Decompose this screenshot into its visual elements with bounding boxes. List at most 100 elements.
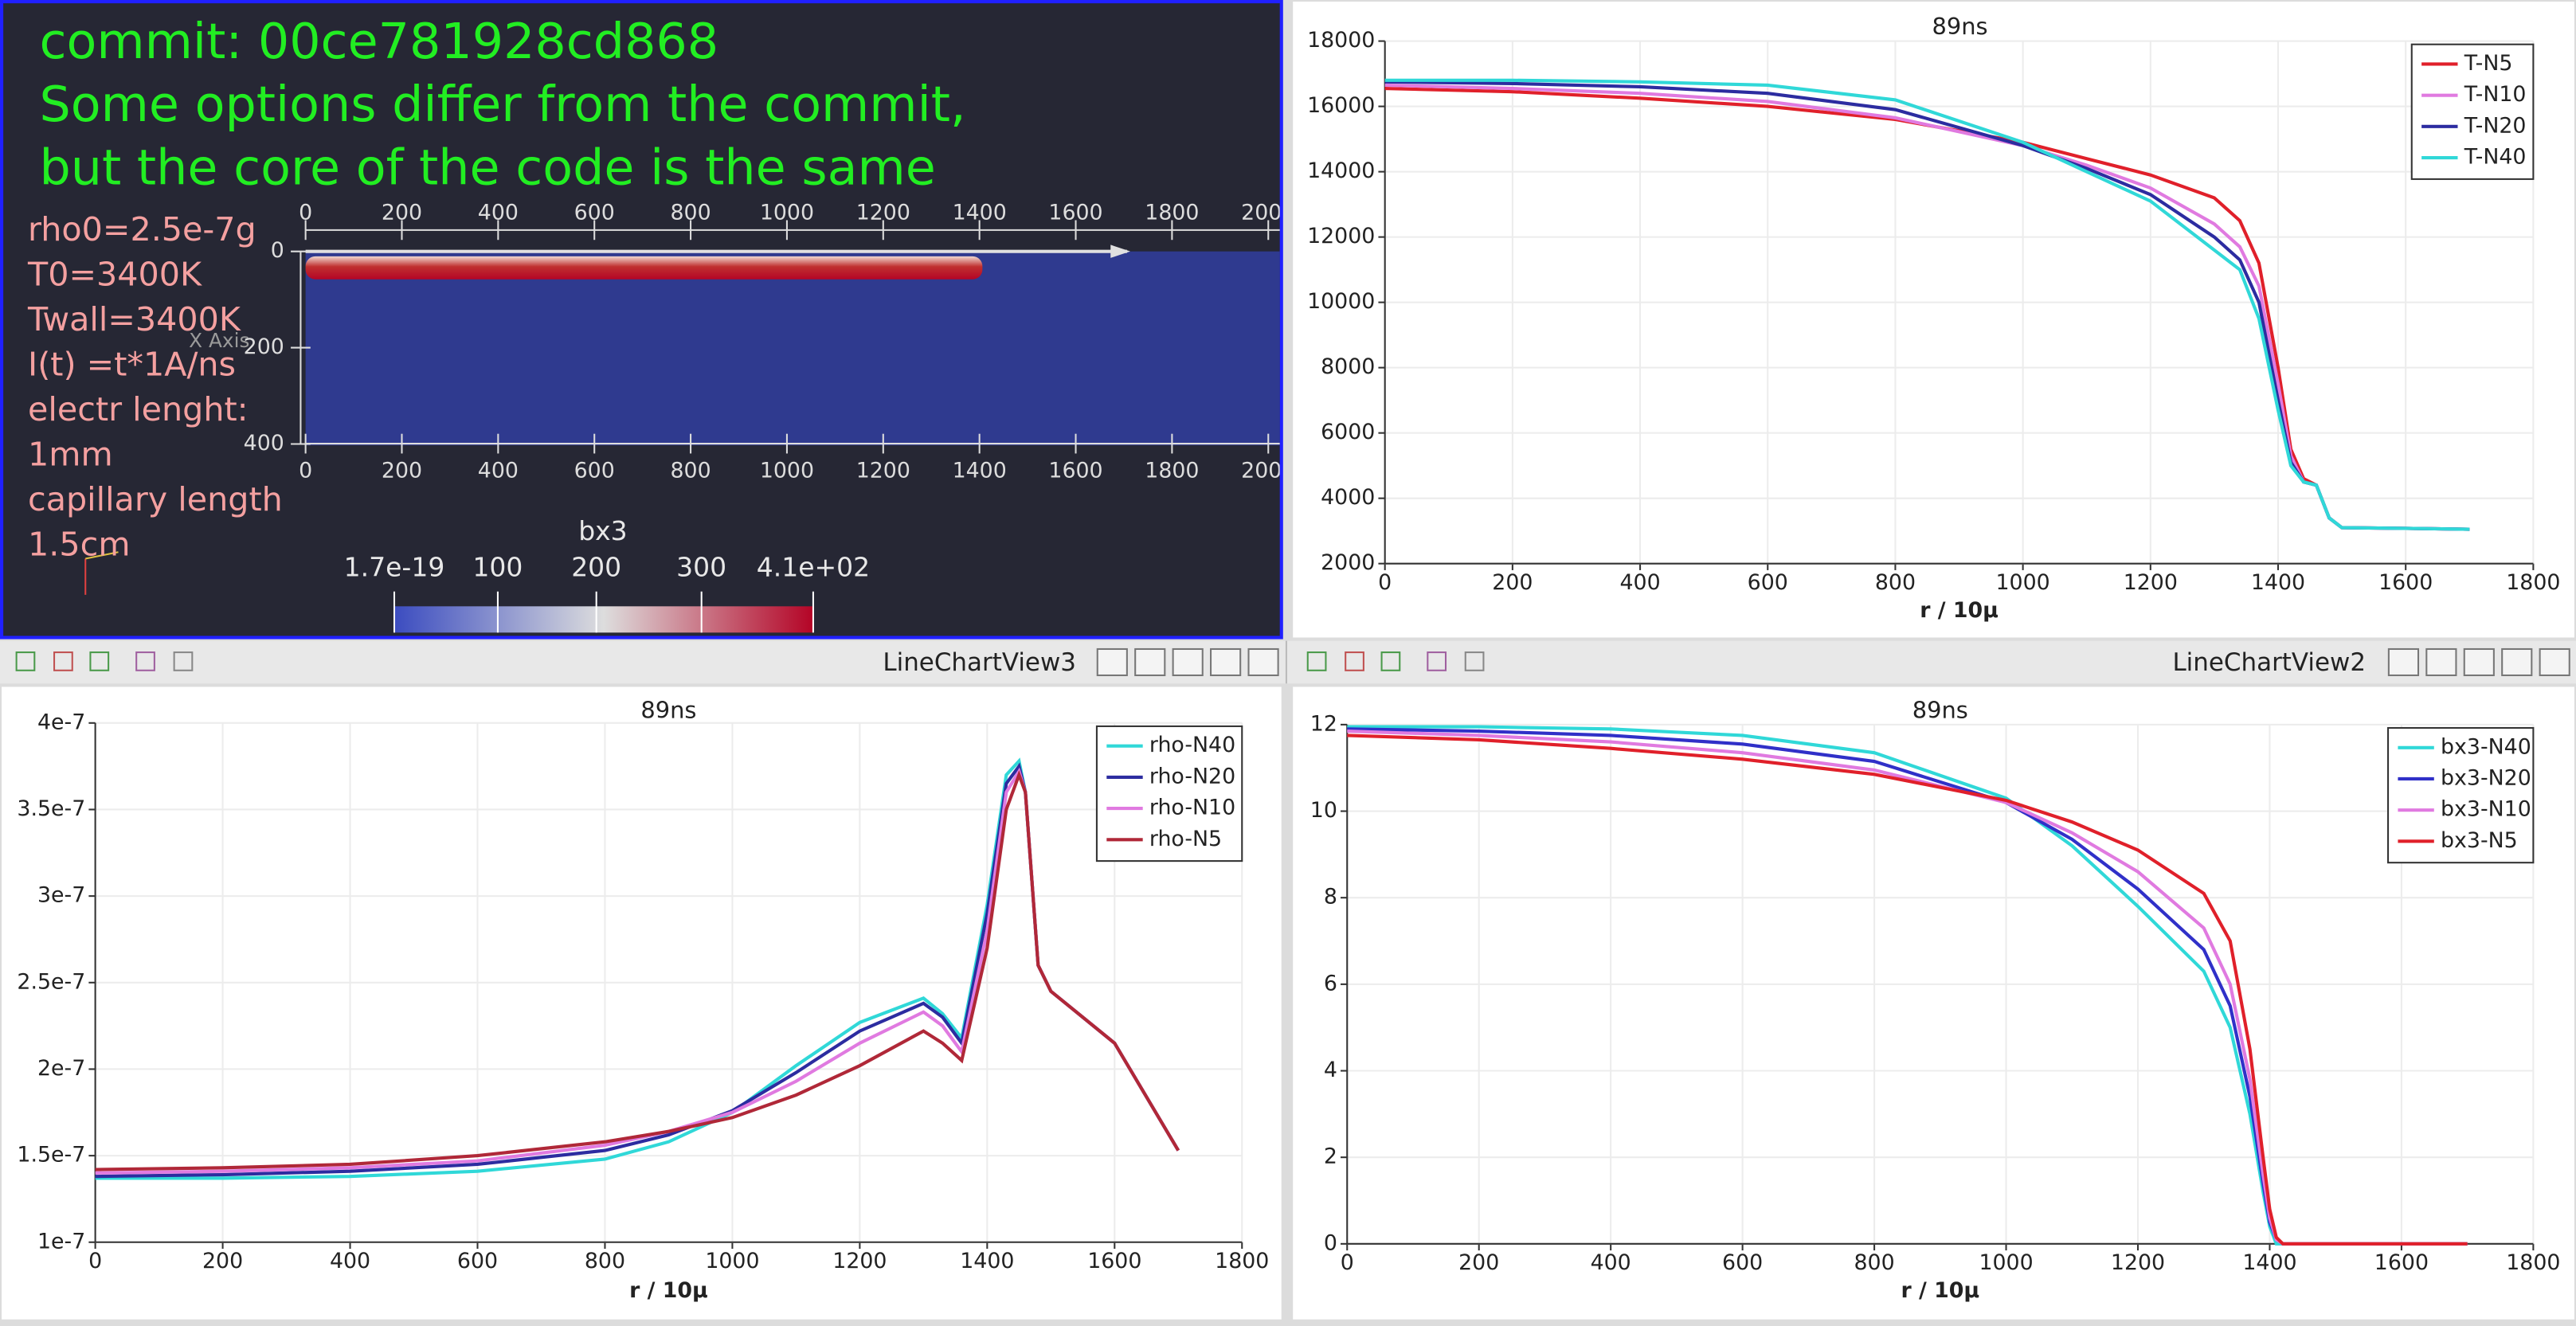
icon-button[interactable]	[1306, 651, 1327, 671]
x-tick-label: 1800	[2506, 1250, 2560, 1275]
x-tick-label: 800	[1875, 570, 1916, 595]
x-tick-label: 1800	[1145, 201, 1199, 225]
x-tick-label: 1000	[760, 459, 814, 483]
x-tick-label: 400	[1591, 1250, 1631, 1275]
y-tick-label: 200	[244, 334, 284, 359]
close[interactable]	[2539, 647, 2570, 677]
x-tick-label: 1600	[1048, 459, 1102, 483]
x-tick-label: 0	[1378, 570, 1392, 595]
legend-label: bx3-N10	[2441, 797, 2531, 822]
parameter-text: T0=3400K	[27, 255, 202, 293]
legend-label: bx3-N5	[2441, 828, 2518, 853]
y-tick-label: 12000	[1307, 224, 1375, 248]
icon-button[interactable]	[1345, 651, 1364, 671]
x-tick-label: 1200	[2111, 1250, 2165, 1275]
chart-panel	[1293, 686, 2574, 1320]
colorbar-label: 200	[571, 551, 621, 582]
x-tick-label: 1000	[1996, 570, 2050, 595]
y-tick-label: 16000	[1307, 93, 1375, 118]
legend-label: bx3-N40	[2441, 734, 2531, 759]
x-tick-label: 800	[1854, 1250, 1895, 1275]
x-tick-label: 400	[1619, 570, 1660, 595]
x-axis-label: r / 10µ	[1920, 598, 1999, 623]
x-tick-label: 1400	[2251, 570, 2305, 595]
x-tick-label: 1800	[1215, 1249, 1269, 1273]
series-line	[1384, 78, 2470, 531]
parameter-text: rho0=2.5e-7g	[28, 210, 256, 248]
x-tick-label: 1200	[2124, 570, 2178, 595]
x-tick-label: 1400	[960, 1249, 1014, 1273]
x-tick-label: 1600	[1048, 201, 1102, 225]
x-tick-label: 200	[202, 1249, 243, 1273]
icon-button[interactable]	[173, 651, 194, 671]
y-tick-label: 10	[1310, 798, 1337, 823]
x-tick-label: 0	[299, 201, 312, 225]
x-tick-label: 0	[299, 459, 312, 483]
x-tick-label: 600	[1722, 1250, 1763, 1275]
split-horizontal[interactable]	[2387, 647, 2420, 677]
split-vertical[interactable]	[2425, 647, 2457, 677]
icon-button[interactable]	[53, 651, 73, 671]
icon-button[interactable]	[1464, 651, 1485, 671]
legend-label: rho-N10	[1149, 796, 1235, 820]
close[interactable]	[1247, 647, 1279, 677]
y-tick-label: 8	[1324, 885, 1337, 909]
x-tick-label: 2000	[1241, 459, 1295, 483]
x-tick-label: 600	[574, 201, 615, 225]
overlay-text: commit: 00ce781928cd868	[40, 13, 719, 70]
x-tick-label: 800	[671, 201, 711, 225]
x-tick-label: 2000	[1241, 201, 1295, 225]
y-tick-label: 0	[271, 238, 284, 263]
y-tick-label: 12	[1310, 711, 1337, 736]
x-tick-label: 1000	[1979, 1250, 2033, 1275]
y-tick-label: 4	[1324, 1058, 1337, 1082]
y-tick-label: 10000	[1307, 289, 1375, 314]
x-tick-label: 1600	[2378, 570, 2433, 595]
split-vertical[interactable]	[1134, 647, 1166, 677]
x-tick-label: 1400	[953, 459, 1007, 483]
maximize[interactable]	[2463, 647, 2495, 677]
x-tick-label: 1600	[1087, 1249, 1141, 1273]
y-tick-label: 400	[244, 431, 284, 456]
field-strip	[305, 256, 983, 280]
capture[interactable]	[1210, 647, 1242, 677]
y-tick-label: 8000	[1321, 354, 1375, 379]
icon-button[interactable]	[135, 651, 155, 671]
colorbar-label: 300	[676, 551, 726, 582]
chart-title: 89ns	[640, 696, 696, 723]
x-tick-label: 800	[671, 459, 711, 483]
domain	[305, 251, 1280, 446]
capture[interactable]	[2501, 647, 2533, 677]
x-tick-label: 400	[478, 201, 519, 225]
arrow-head	[1110, 244, 1130, 258]
y-tick-label: 4000	[1321, 485, 1375, 510]
colorbar-title: bx3	[578, 515, 627, 546]
split-horizontal[interactable]	[1096, 647, 1128, 677]
legend-label: rho-N20	[1149, 764, 1235, 788]
view-title: LineChartView2	[2172, 648, 2366, 677]
x-tick-label: 200	[382, 201, 422, 225]
icon-button[interactable]	[89, 651, 110, 671]
chart-title: 89ns	[1932, 13, 1988, 40]
x-tick-label: 1000	[705, 1249, 759, 1273]
series-line	[95, 770, 1180, 1171]
maximize[interactable]	[1172, 647, 1204, 677]
axis-label: X Axis	[189, 329, 249, 352]
icon-button[interactable]	[1380, 651, 1401, 671]
x-tick-label: 1200	[832, 1249, 887, 1273]
x-tick-label: 1800	[2506, 570, 2560, 595]
view-title: LineChartView3	[883, 648, 1076, 677]
x-tick-label: 200	[1458, 1250, 1499, 1275]
x-tick-label: 600	[1748, 570, 1788, 595]
icon-button[interactable]	[1427, 651, 1447, 671]
legend-label: T-N40	[2464, 145, 2527, 170]
x-tick-label: 0	[88, 1249, 102, 1273]
y-tick-label: 2e-7	[37, 1056, 85, 1081]
y-tick-label: 2000	[1321, 550, 1375, 575]
icon-button[interactable]	[15, 651, 36, 671]
y-tick-label: 1.5e-7	[17, 1143, 85, 1168]
x-tick-label: 1400	[953, 201, 1007, 225]
y-tick-label: 3.5e-7	[17, 796, 85, 821]
